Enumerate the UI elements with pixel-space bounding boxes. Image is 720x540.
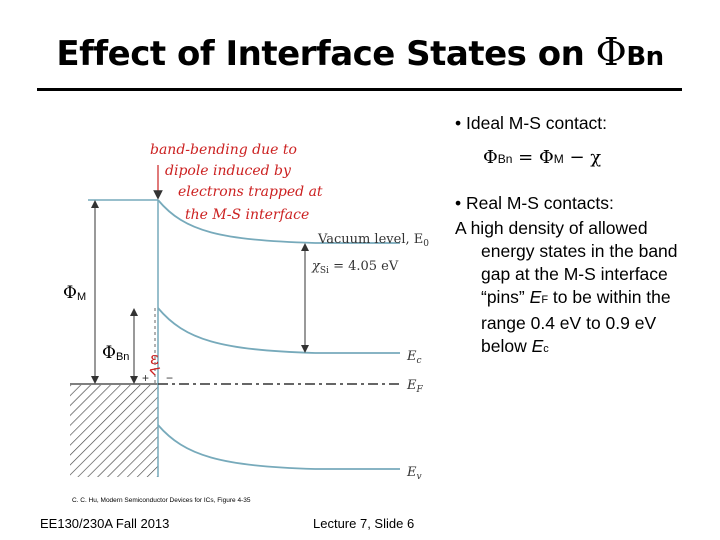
annotation-line: the M-S interface bbox=[185, 207, 309, 223]
vacuum-level-curve bbox=[157, 199, 316, 244]
band-diagram: band-bending due to dipole induced by el… bbox=[63, 142, 429, 482]
title-subscript: Bn bbox=[626, 42, 664, 72]
ideal-barrier-equation: ΦBn = ΦM − χ bbox=[483, 147, 602, 168]
bullet-real-contacts: • Real M-S contacts: bbox=[455, 193, 614, 213]
slide-title: Effect of Interface States on ΦBn bbox=[56, 30, 664, 74]
minus-charge: − bbox=[166, 371, 173, 385]
phi-bn-label: ΦBn bbox=[102, 343, 129, 363]
footer-slide-number: Lecture 7, Slide 6 bbox=[313, 516, 415, 531]
conduction-band-curve bbox=[157, 307, 316, 354]
valence-band-curve bbox=[157, 424, 316, 470]
handwritten-annotation: band-bending due to dipole induced by el… bbox=[150, 142, 323, 223]
ef-label: EF bbox=[406, 378, 424, 395]
plus-charge: + bbox=[142, 371, 149, 385]
title-divider bbox=[37, 88, 682, 91]
metal-region bbox=[70, 385, 158, 477]
phi-m-label: ΦM bbox=[63, 283, 86, 303]
electric-field-symbol: ε bbox=[150, 349, 159, 369]
real-contacts-description: A high density of allowed energy states i… bbox=[455, 218, 678, 356]
chi-label: χSi = 4.05 eV bbox=[311, 259, 399, 276]
annotation-line: dipole induced by bbox=[165, 163, 292, 179]
bullet-ideal-contact: • Ideal M-S contact: bbox=[455, 113, 608, 133]
vacuum-level-label: Vacuum level, E0 bbox=[317, 232, 429, 249]
ev-label: Ev bbox=[406, 465, 422, 482]
annotation-line: band-bending due to bbox=[150, 142, 297, 158]
footer-course: EE130/230A Fall 2013 bbox=[40, 516, 170, 531]
field-arrow bbox=[149, 367, 161, 376]
annotation-line: electrons trapped at bbox=[178, 184, 323, 200]
phi-symbol: Φ bbox=[595, 30, 627, 74]
figure-credit: C. C. Hu, Modern Semiconductor Devices f… bbox=[72, 497, 251, 504]
ec-label: Ec bbox=[406, 349, 422, 366]
